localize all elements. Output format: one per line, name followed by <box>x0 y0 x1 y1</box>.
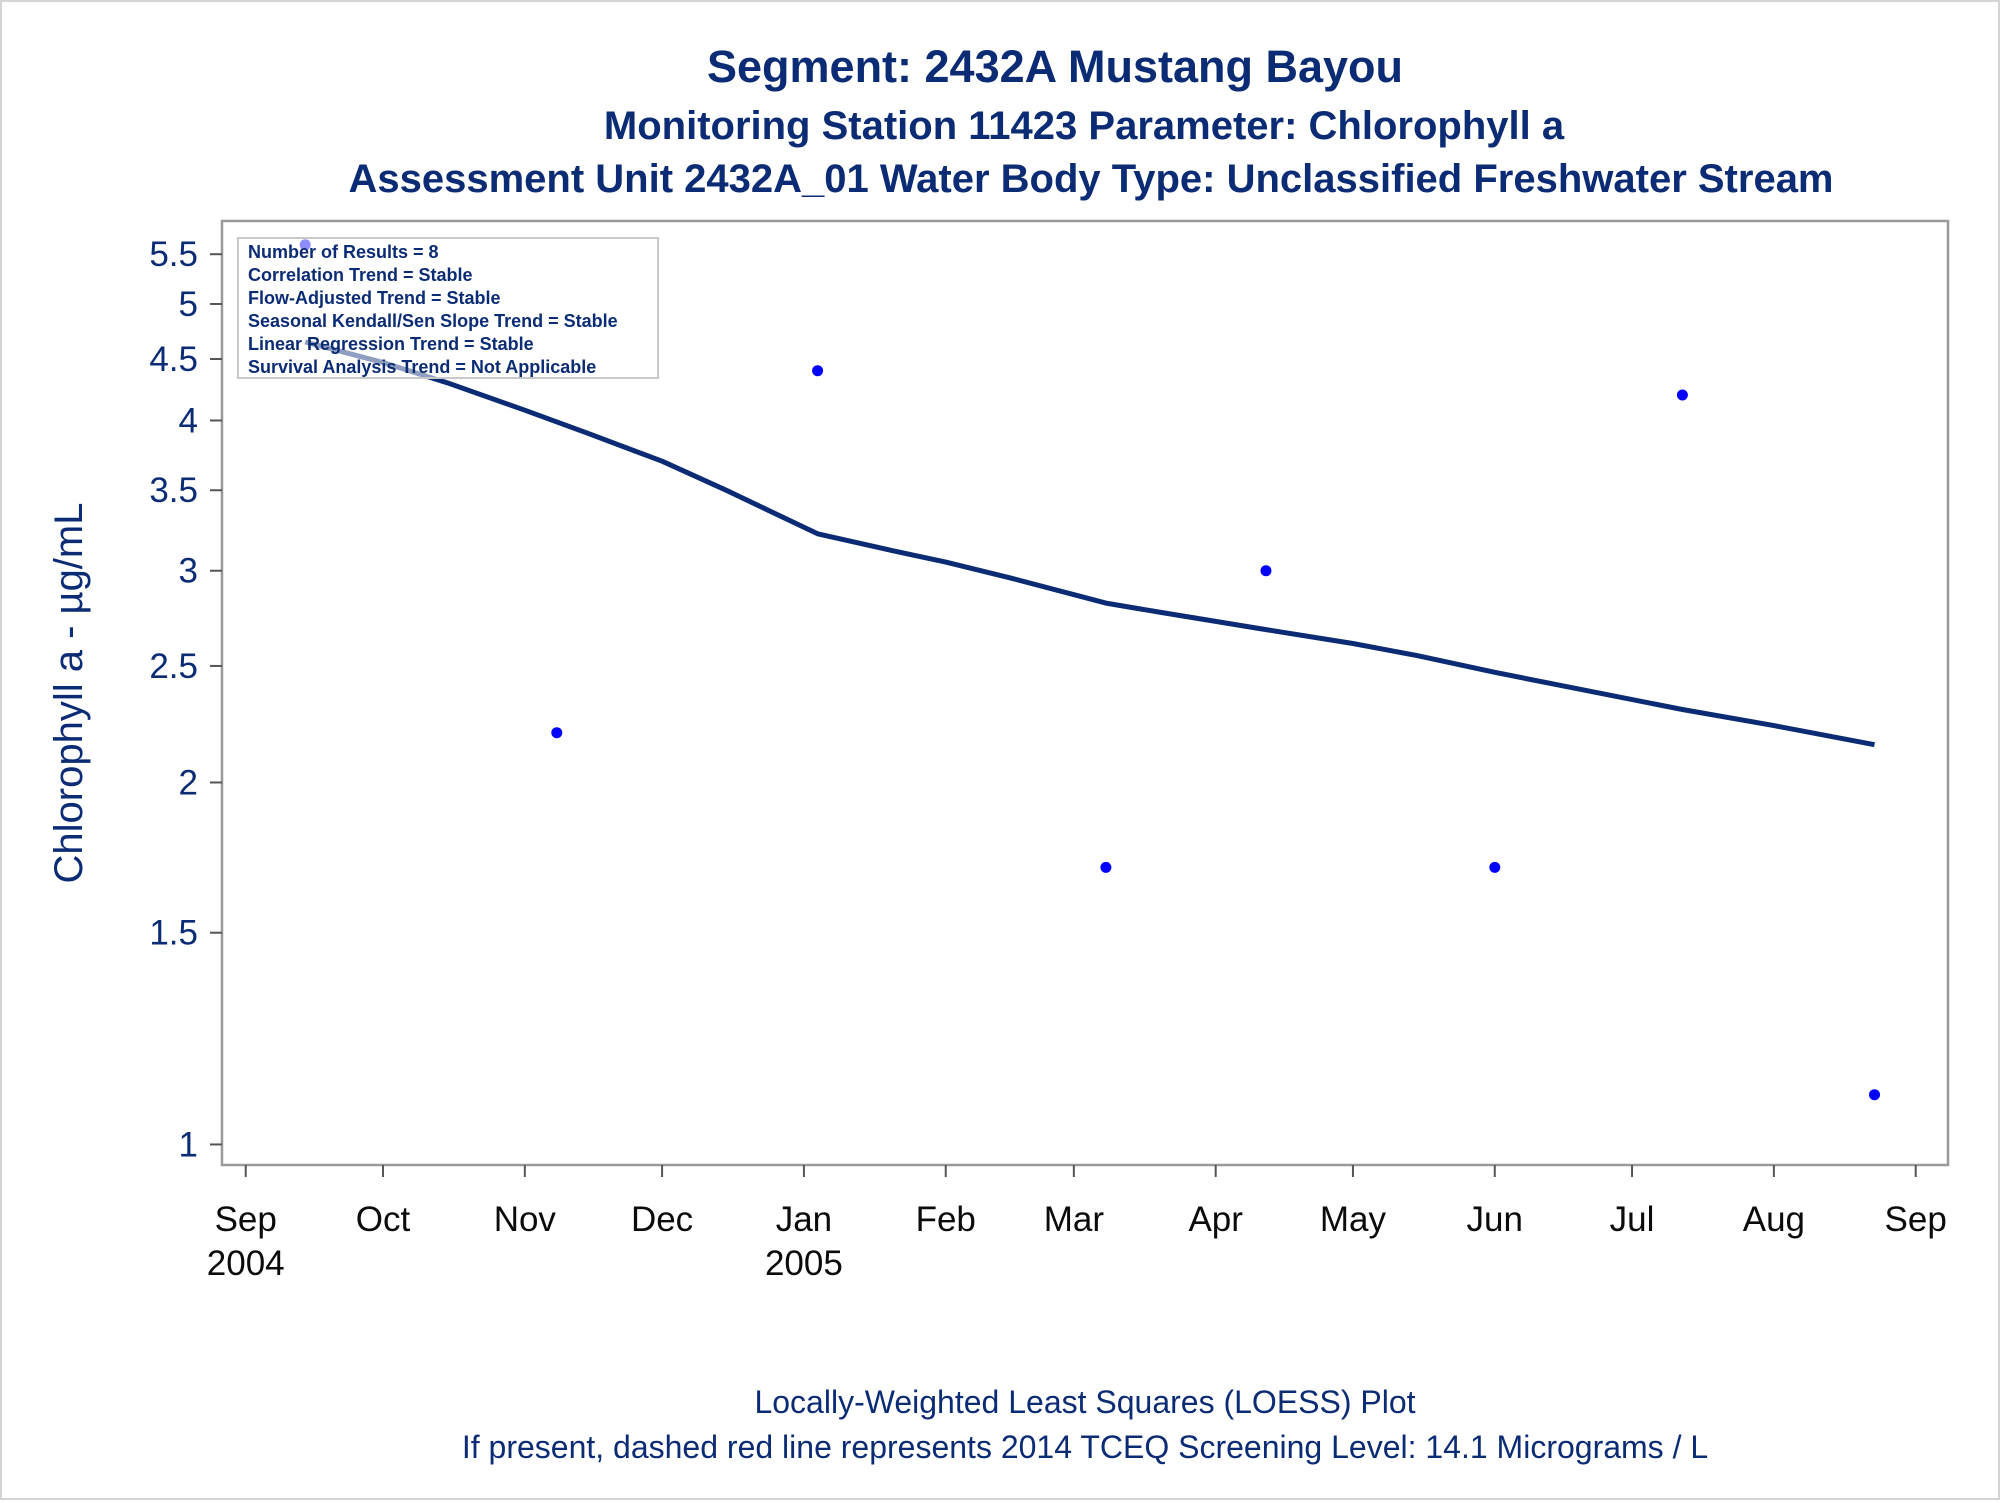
x-axis: Sep 2004 Oct Nov Dec Jan 2005 Feb Mar Apr May Jun Ju… <box>207 1165 1947 1283</box>
data-point <box>1489 861 1501 873</box>
y-tick-label: 3 <box>179 552 198 591</box>
y-tick-label: 2.5 <box>149 647 198 686</box>
x-tick-year-label: 2004 <box>207 1244 285 1283</box>
data-point <box>1869 1089 1880 1101</box>
data-point <box>551 727 563 739</box>
loess-line <box>304 339 1875 748</box>
y-axis-label: Chlorophyll a - µg/mL <box>47 503 91 884</box>
data-point <box>1100 861 1112 873</box>
x-tick-label: Jul <box>1610 1200 1655 1239</box>
chart-subtitle: Monitoring Station 11423 Parameter: Chlo… <box>604 104 1565 148</box>
y-tick-label: 5 <box>179 285 198 324</box>
y-tick-label: 3.5 <box>149 471 198 510</box>
chart-title: Segment: 2432A Mustang Bayou <box>707 41 1403 92</box>
trend-summary-line: Number of Results = 8 <box>248 242 439 262</box>
data-point <box>1260 565 1272 577</box>
x-tick-label: Dec <box>631 1200 693 1239</box>
data-point <box>812 365 824 377</box>
x-tick-label: Sep <box>215 1200 277 1239</box>
x-tick-year-label: 2005 <box>765 1244 843 1283</box>
x-tick-label: Apr <box>1188 1200 1243 1239</box>
trend-summary-frame <box>237 237 659 379</box>
data-point <box>1676 389 1688 401</box>
y-tick-label: 1.5 <box>149 914 198 953</box>
trend-summary-line: Correlation Trend = Stable <box>248 265 473 285</box>
trend-summary-line: Seasonal Kendall/Sen Slope Trend = Stabl… <box>248 311 618 331</box>
x-tick-label: Oct <box>356 1200 411 1239</box>
x-tick-label: Aug <box>1743 1200 1805 1239</box>
trend-summary-line: Flow-Adjusted Trend = Stable <box>248 288 501 308</box>
trend-summary-line: Linear Regression Trend = Stable <box>248 334 534 354</box>
y-tick-label: 5.5 <box>149 235 198 274</box>
x-tick-label: May <box>1320 1200 1387 1239</box>
footnote-method: Locally-Weighted Least Squares (LOESS) P… <box>754 1384 1415 1420</box>
x-tick-label: Mar <box>1044 1200 1105 1239</box>
x-tick-label: Jun <box>1467 1200 1523 1239</box>
y-axis: 1 1.5 2 2.5 3 3.5 4 4.5 5 5.5 <box>149 235 222 1164</box>
y-tick-label: 1 <box>179 1125 198 1164</box>
footnote-screening-level: If present, dashed red line represents 2… <box>462 1429 1708 1465</box>
y-tick-label: 4.5 <box>149 340 198 379</box>
y-tick-label: 2 <box>179 763 198 802</box>
x-tick-label: Sep <box>1885 1200 1947 1239</box>
x-tick-label: Jan <box>776 1200 832 1239</box>
y-tick-label: 4 <box>179 402 198 441</box>
trend-summary-line: Survival Analysis Trend = Not Applicable <box>248 357 596 377</box>
trend-summary-box: Number of Results = 8 Correlation Trend … <box>237 237 659 379</box>
chart-subtitle-2: Assessment Unit 2432A_01 Water Body Type… <box>349 157 1834 201</box>
x-tick-label: Nov <box>494 1200 557 1239</box>
x-tick-label: Feb <box>916 1200 976 1239</box>
